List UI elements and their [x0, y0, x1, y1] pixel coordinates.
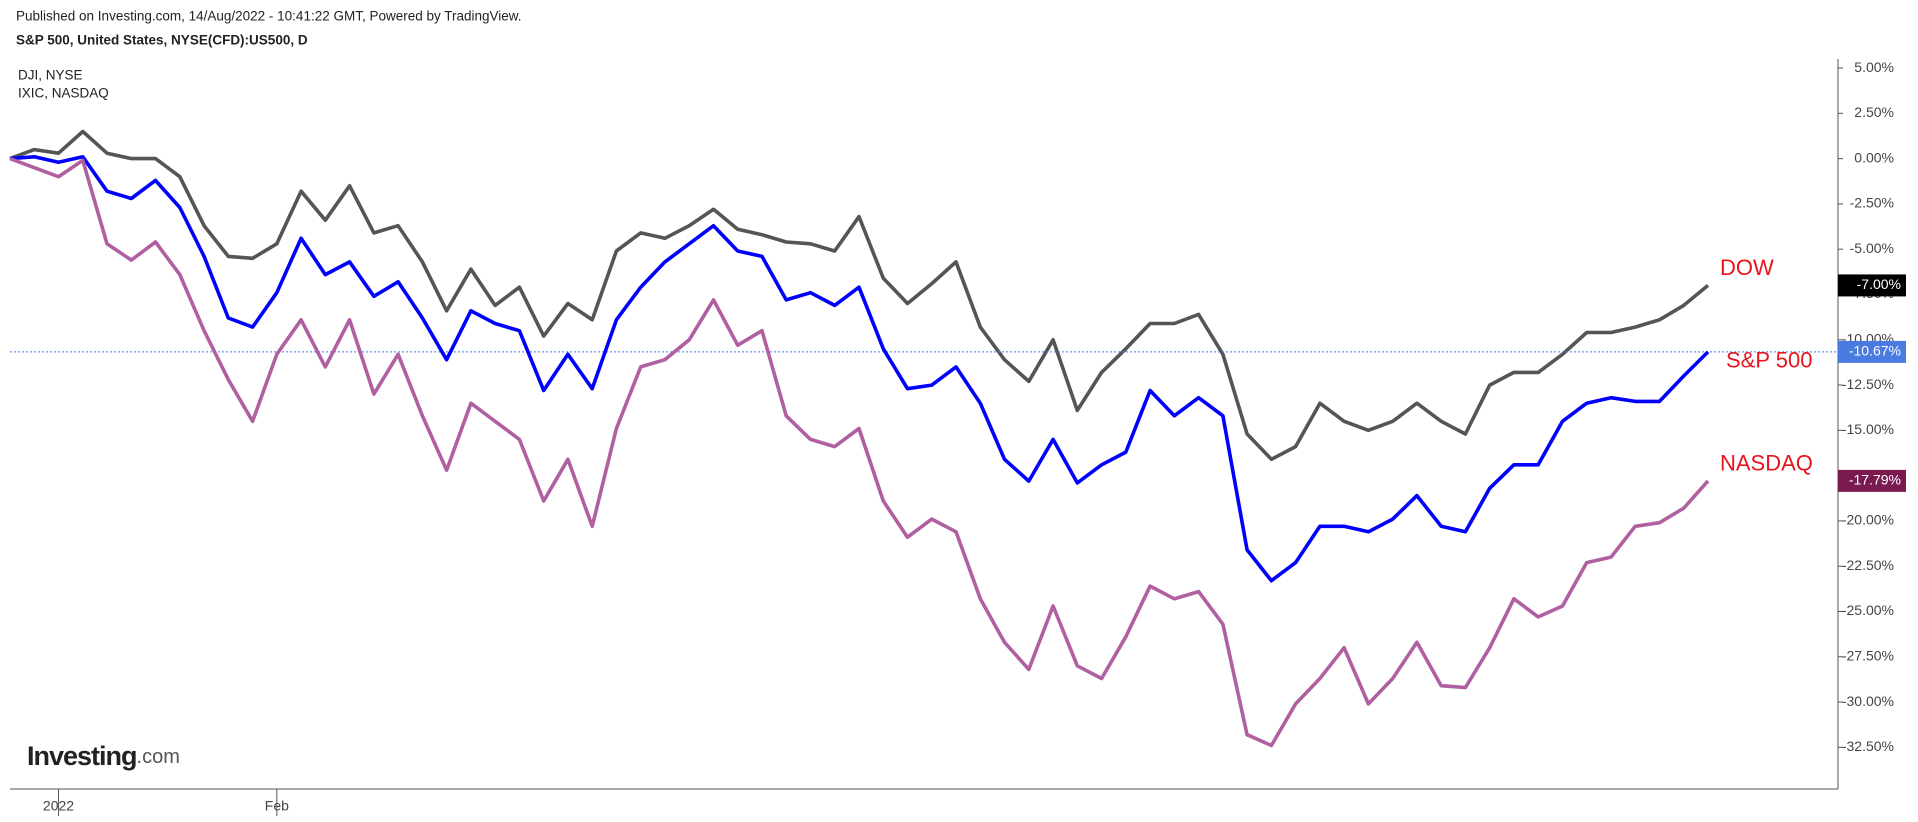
y-tick-label: -20.00%	[1842, 512, 1894, 528]
last-value-badge	[1838, 340, 1906, 363]
logo: Investing.com	[27, 741, 180, 771]
y-tick-label: -30.00%	[1842, 693, 1894, 709]
last-value-badge	[1838, 274, 1906, 297]
symbol-title: S&P 500, United States, NYSE(CFD):US500,…	[16, 33, 308, 48]
y-tick-label: -32.50%	[1842, 738, 1894, 754]
y-tick-label: -2.50%	[1850, 195, 1894, 211]
y-tick-label: 2.50%	[1854, 104, 1894, 120]
y-tick-label: -15.00%	[1842, 421, 1894, 437]
series-line	[9, 129, 1710, 462]
legend-item: IXIC, NASDAQ	[18, 86, 109, 101]
y-tick-label: -25.00%	[1842, 602, 1894, 618]
published-note: Published on Investing.com, 14/Aug/2022 …	[16, 9, 522, 24]
y-tick-label: 5.00%	[1854, 59, 1894, 75]
y-tick-label: -5.00%	[1850, 240, 1894, 256]
series-annotation: NASDAQ	[1720, 451, 1813, 476]
series-annotation: DOW	[1720, 255, 1774, 280]
x-tick-label: Feb	[265, 798, 289, 814]
series-line	[9, 156, 1710, 748]
series-annotation: S&P 500	[1726, 348, 1812, 373]
y-tick-label: 0.00%	[1854, 149, 1894, 165]
y-tick-label: -27.50%	[1842, 647, 1894, 663]
logo-main: Investing	[27, 741, 137, 771]
x-tick-label: 2022	[43, 798, 74, 814]
y-tick-label: -22.50%	[1842, 557, 1894, 573]
series-line	[9, 155, 1710, 583]
last-value-label: -7.00%	[1857, 276, 1901, 292]
last-value-label: -10.67%	[1849, 343, 1901, 359]
last-value-badge	[1838, 469, 1906, 492]
logo-suffix: .com	[137, 746, 180, 768]
last-value-label: -17.79%	[1849, 472, 1901, 488]
legend-item: DJI, NYSE	[18, 68, 83, 83]
y-tick-label: -12.50%	[1842, 376, 1894, 392]
